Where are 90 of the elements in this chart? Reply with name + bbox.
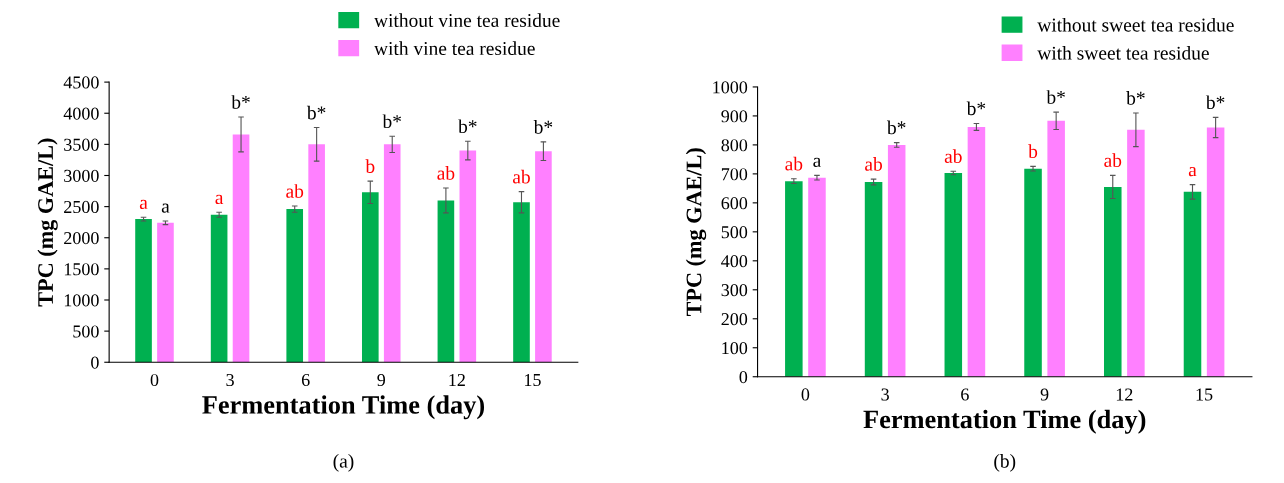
- data-label: b*: [886, 120, 906, 135]
- data-label: b*: [966, 101, 986, 116]
- data-label: b*: [306, 105, 326, 120]
- bar: [383, 144, 401, 363]
- bar: [437, 200, 455, 363]
- data-label: b*: [1046, 90, 1065, 104]
- x-tick-label: 12: [1116, 388, 1133, 401]
- y-axis-title: TPC (mg GAE/L): [37, 138, 58, 307]
- x-tick-label: 15: [525, 373, 541, 387]
- x-tick-label: 9: [1040, 388, 1049, 401]
- y-tick-label: 500: [721, 226, 748, 239]
- data-label: b: [365, 159, 375, 173]
- bar: [864, 181, 883, 377]
- bar: [1183, 191, 1202, 377]
- data-label: b: [1028, 144, 1038, 159]
- legend-label: without vine tea residue: [374, 13, 560, 27]
- bar: [887, 144, 906, 377]
- data-label: ab: [437, 166, 455, 180]
- bar: [513, 202, 530, 363]
- bar: [967, 126, 986, 377]
- text: (b): [994, 454, 1016, 472]
- y-tick-label: 800: [721, 139, 748, 152]
- x-axis-title: Fermentation Time (day): [202, 395, 485, 420]
- bar: [1047, 120, 1065, 377]
- y-tick-label: 100: [722, 342, 748, 355]
- data-label: a: [161, 203, 170, 213]
- bar: [286, 209, 304, 363]
- bar: [1206, 127, 1225, 377]
- data-label: ab: [865, 157, 882, 171]
- data-label: a: [215, 194, 224, 205]
- y-tick-label: 1000: [713, 81, 748, 94]
- bar: [210, 214, 228, 363]
- x-tick-label: 3: [226, 373, 234, 387]
- x-axis-title: Fermentation Time (day): [863, 409, 1146, 434]
- y-axis-title: TPC (mg GAE/L): [685, 148, 707, 317]
- data-label: ab: [785, 156, 803, 171]
- y-tick-label: 4500: [63, 76, 99, 89]
- y-tick-label: 2000: [64, 232, 99, 245]
- data-label: b*: [533, 120, 553, 134]
- y-tick-label: 600: [721, 197, 748, 210]
- bar: [1024, 168, 1042, 377]
- y-tick-label: 2500: [64, 200, 99, 214]
- y-tick-label: 3000: [64, 169, 99, 182]
- x-tick-label: 15: [1196, 388, 1213, 401]
- bar: [944, 173, 963, 377]
- bar: [459, 150, 477, 363]
- bar: [1104, 186, 1122, 377]
- y-tick-label: 3500: [64, 138, 99, 151]
- x-tick-label: 9: [377, 373, 386, 387]
- y-tick-label: 700: [721, 168, 748, 181]
- y-tick-label: 400: [721, 255, 748, 268]
- y-tick-label: 900: [721, 110, 748, 123]
- y-tick-label: 1000: [64, 294, 99, 307]
- data-label: a: [1188, 166, 1197, 177]
- data-label: ab: [512, 169, 530, 184]
- data-label: b*: [231, 95, 250, 109]
- y-tick-label: 0: [91, 356, 99, 369]
- bar: [157, 222, 174, 363]
- legend-label: with sweet tea residue: [1037, 46, 1209, 60]
- data-label: a: [139, 199, 148, 210]
- y-tick-label: 200: [721, 313, 748, 326]
- bar: [1127, 129, 1145, 377]
- bar: [232, 134, 250, 363]
- data-label: ab: [944, 149, 962, 163]
- x-tick-label: 0: [150, 373, 159, 387]
- y-tick-label: 4000: [63, 107, 99, 120]
- bar: [308, 144, 325, 363]
- bar: [808, 177, 826, 377]
- bar: [785, 181, 803, 377]
- y-tick-label: 500: [73, 325, 99, 338]
- y-tick-label: 300: [721, 284, 748, 297]
- bar: [135, 219, 152, 363]
- data-label: b*: [458, 119, 477, 134]
- x-tick-label: 6: [961, 388, 969, 401]
- data-label: b*: [382, 114, 402, 129]
- x-tick-label: 0: [801, 388, 810, 401]
- data-label: ab: [286, 184, 304, 198]
- x-tick-label: 3: [881, 388, 889, 401]
- bar: [535, 151, 552, 363]
- legend-label: without sweet tea residue: [1037, 17, 1234, 32]
- data-label: b*: [1205, 95, 1225, 110]
- data-label: b*: [1126, 91, 1145, 105]
- x-tick-label: 12: [449, 373, 465, 386]
- data-label: a: [813, 157, 822, 168]
- text: (a): [333, 454, 354, 472]
- bar: [361, 192, 379, 363]
- x-tick-label: 6: [301, 373, 310, 387]
- y-tick-label: 1500: [64, 263, 99, 276]
- legend-label: with vine tea residue: [374, 41, 535, 56]
- data-label: ab: [1104, 153, 1122, 168]
